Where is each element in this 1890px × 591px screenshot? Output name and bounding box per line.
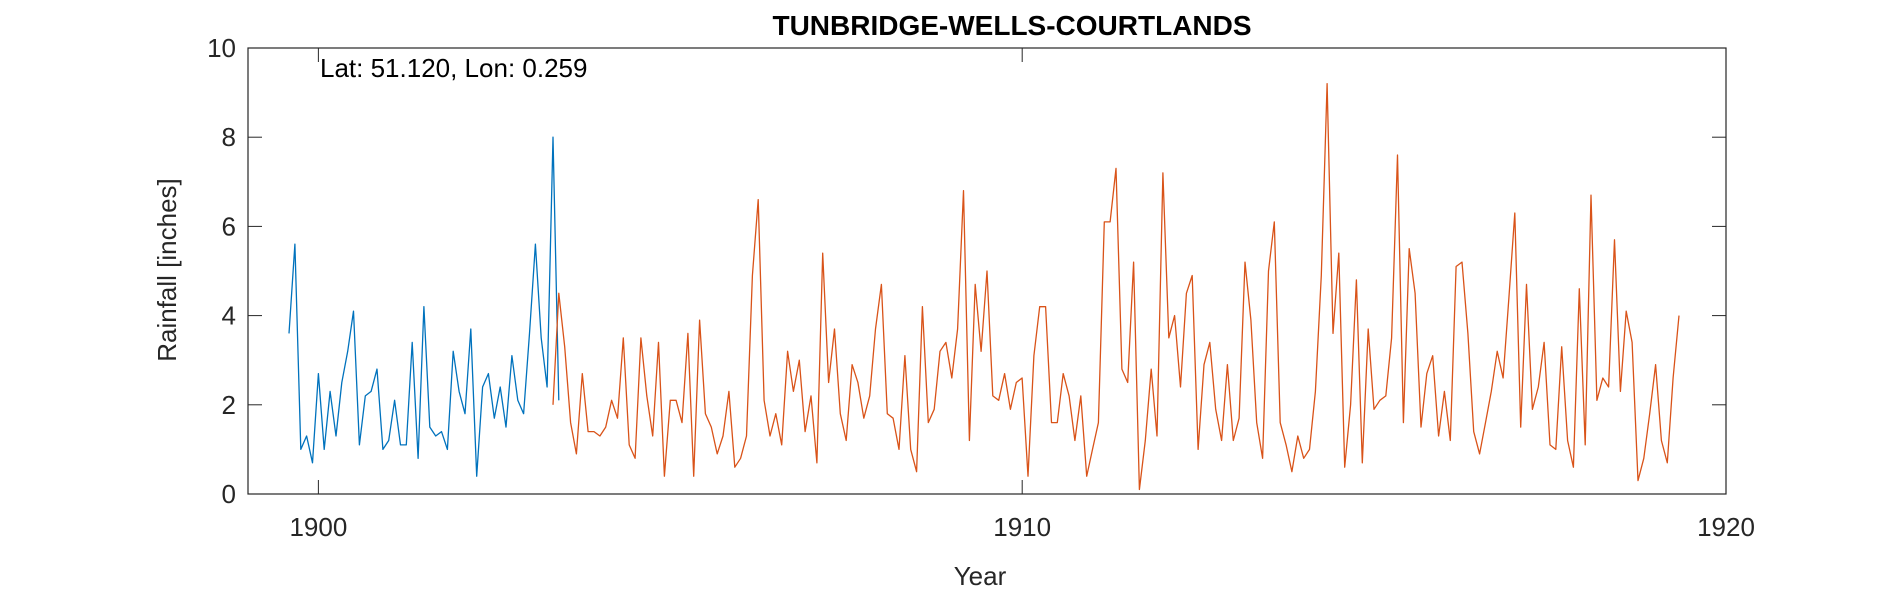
x-tick-label: 1920 <box>1697 512 1755 542</box>
y-tick-label: 0 <box>222 479 236 509</box>
y-tick-label: 8 <box>222 122 236 152</box>
series-line-2 <box>552 83 1680 491</box>
y-tick-label: 4 <box>222 301 236 331</box>
axes-box <box>247 47 1727 495</box>
y-axis-label: Rainfall [inches] <box>152 178 182 362</box>
chart-title: TUNBRIDGE-WELLS-COURTLANDS <box>772 10 1251 41</box>
y-tick-label: 10 <box>207 33 236 63</box>
plot-area: 0 2 4 6 8 10 1900 1910 1920 <box>207 33 1755 542</box>
y-tick-label: 2 <box>222 390 236 420</box>
location-annotation: Lat: 51.120, Lon: 0.259 <box>320 53 587 83</box>
x-tick-label: 1910 <box>993 512 1051 542</box>
x-tick-label: 1900 <box>289 512 347 542</box>
y-tick-label: 6 <box>222 211 236 241</box>
x-axis-label: Year <box>954 561 1007 591</box>
series-line-1 <box>288 136 560 477</box>
